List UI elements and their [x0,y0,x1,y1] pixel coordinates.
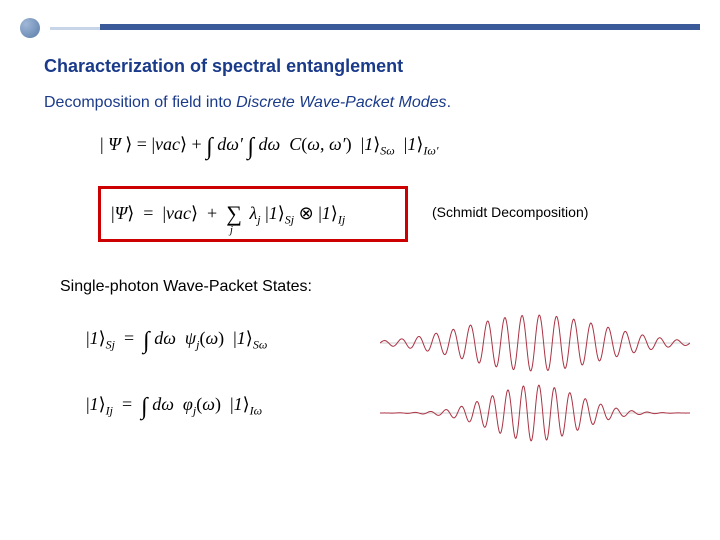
wave-packet-top [380,308,690,378]
subtitle-text-c: . [447,94,451,111]
header-bar-thin [50,27,100,30]
equation-schmidt: |Ψ⟩ = |vac⟩ + ∑j λj |1⟩Sj ⊗ |1⟩Ij [111,201,345,228]
subtitle-text-b: Discrete Wave-Packet Modes [236,94,446,111]
equation-integral: | Ψ ⟩ = |vac⟩ + ∫ dω′ ∫ dω C(ω, ω′) |1⟩S… [100,134,438,161]
wave-packet-bottom [380,378,690,448]
subtitle: Decomposition of field into Discrete Wav… [44,94,451,112]
schmidt-box: |Ψ⟩ = |vac⟩ + ∑j λj |1⟩Sj ⊗ |1⟩Ij [98,186,408,242]
subtitle-text-a: Decomposition of field into [44,94,236,111]
header-badge-icon [20,18,40,38]
equation-s-state: |1⟩Sj = ∫ dω ψj(ω) |1⟩Sω [86,328,267,355]
single-photon-label: Single-photon Wave-Packet States: [60,278,312,296]
schmidt-label: (Schmidt Decomposition) [432,204,588,220]
equation-i-state: |1⟩Ij = ∫ dω φj(ω) |1⟩Iω [86,394,262,421]
header-bar-thick [100,24,700,30]
header-bar [50,24,700,32]
page-title: Characterization of spectral entanglemen… [44,56,403,77]
